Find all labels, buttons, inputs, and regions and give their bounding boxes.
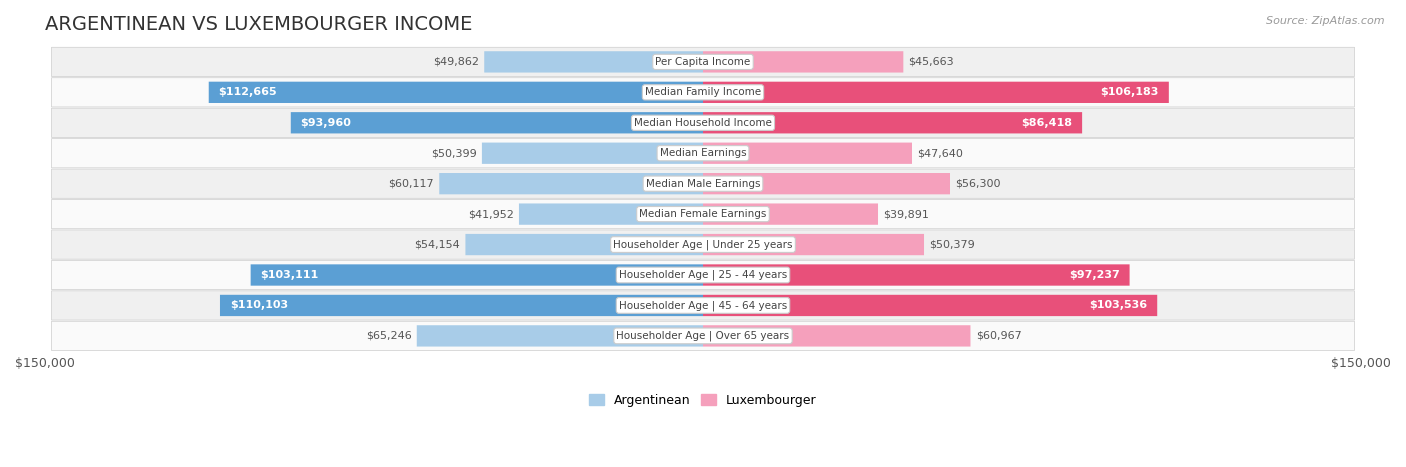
Text: Median Earnings: Median Earnings (659, 148, 747, 158)
FancyBboxPatch shape (465, 234, 703, 255)
Text: Median Male Earnings: Median Male Earnings (645, 179, 761, 189)
FancyBboxPatch shape (52, 47, 1354, 77)
FancyBboxPatch shape (519, 204, 703, 225)
FancyBboxPatch shape (52, 139, 1354, 168)
Legend: Argentinean, Luxembourger: Argentinean, Luxembourger (585, 389, 821, 412)
FancyBboxPatch shape (208, 82, 703, 103)
Text: $41,952: $41,952 (468, 209, 513, 219)
FancyBboxPatch shape (703, 173, 950, 194)
FancyBboxPatch shape (484, 51, 703, 72)
FancyBboxPatch shape (52, 261, 1354, 290)
FancyBboxPatch shape (439, 173, 703, 194)
Text: $93,960: $93,960 (301, 118, 352, 128)
Text: $45,663: $45,663 (908, 57, 955, 67)
Text: Median Household Income: Median Household Income (634, 118, 772, 128)
FancyBboxPatch shape (703, 295, 1157, 316)
Text: Householder Age | Over 65 years: Householder Age | Over 65 years (616, 331, 790, 341)
Text: $65,246: $65,246 (366, 331, 412, 341)
Text: $97,237: $97,237 (1069, 270, 1119, 280)
Text: $110,103: $110,103 (229, 300, 288, 311)
Text: $49,862: $49,862 (433, 57, 479, 67)
Text: $60,967: $60,967 (976, 331, 1022, 341)
Text: Median Female Earnings: Median Female Earnings (640, 209, 766, 219)
Text: $103,536: $103,536 (1090, 300, 1147, 311)
FancyBboxPatch shape (482, 142, 703, 164)
Text: $106,183: $106,183 (1101, 87, 1159, 97)
FancyBboxPatch shape (703, 234, 924, 255)
Text: $54,154: $54,154 (415, 240, 460, 249)
FancyBboxPatch shape (703, 325, 970, 347)
FancyBboxPatch shape (703, 264, 1129, 286)
Text: Per Capita Income: Per Capita Income (655, 57, 751, 67)
FancyBboxPatch shape (416, 325, 703, 347)
Text: $50,379: $50,379 (929, 240, 974, 249)
FancyBboxPatch shape (52, 108, 1354, 137)
FancyBboxPatch shape (52, 169, 1354, 198)
FancyBboxPatch shape (250, 264, 703, 286)
FancyBboxPatch shape (219, 295, 703, 316)
FancyBboxPatch shape (52, 78, 1354, 107)
FancyBboxPatch shape (52, 230, 1354, 259)
Text: $56,300: $56,300 (955, 179, 1001, 189)
FancyBboxPatch shape (703, 82, 1168, 103)
Text: $103,111: $103,111 (260, 270, 319, 280)
Text: $86,418: $86,418 (1021, 118, 1073, 128)
FancyBboxPatch shape (703, 204, 877, 225)
FancyBboxPatch shape (52, 291, 1354, 320)
Text: $47,640: $47,640 (917, 148, 963, 158)
Text: $39,891: $39,891 (883, 209, 929, 219)
Text: $60,117: $60,117 (388, 179, 434, 189)
Text: Median Family Income: Median Family Income (645, 87, 761, 97)
Text: $50,399: $50,399 (430, 148, 477, 158)
FancyBboxPatch shape (703, 112, 1083, 134)
Text: Householder Age | 25 - 44 years: Householder Age | 25 - 44 years (619, 270, 787, 280)
Text: Householder Age | 45 - 64 years: Householder Age | 45 - 64 years (619, 300, 787, 311)
FancyBboxPatch shape (52, 199, 1354, 229)
FancyBboxPatch shape (291, 112, 703, 134)
Text: ARGENTINEAN VS LUXEMBOURGER INCOME: ARGENTINEAN VS LUXEMBOURGER INCOME (45, 15, 472, 34)
Text: Householder Age | Under 25 years: Householder Age | Under 25 years (613, 239, 793, 250)
Text: Source: ZipAtlas.com: Source: ZipAtlas.com (1267, 16, 1385, 26)
FancyBboxPatch shape (703, 142, 912, 164)
FancyBboxPatch shape (703, 51, 903, 72)
Text: $112,665: $112,665 (218, 87, 277, 97)
FancyBboxPatch shape (52, 321, 1354, 351)
